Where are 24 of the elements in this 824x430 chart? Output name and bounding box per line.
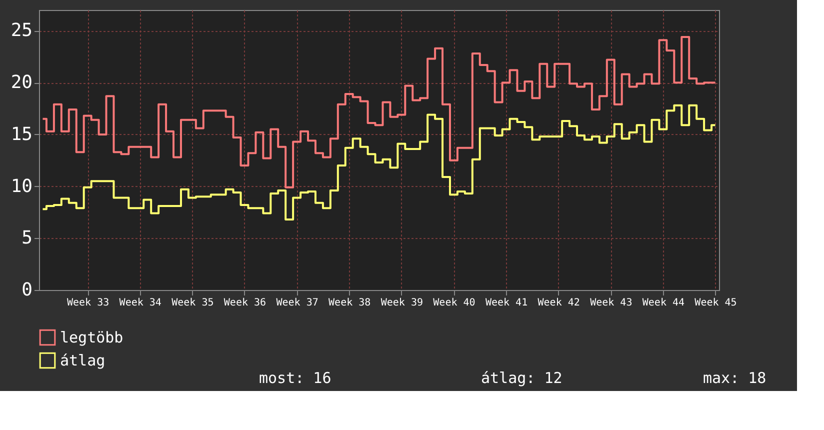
x-tick-label: Week 36 [224, 298, 266, 308]
y-tick-label: 20 [10, 72, 32, 94]
x-tick-label: Week 35 [172, 298, 214, 308]
y-tick-label: 5 [22, 228, 32, 249]
x-tick-label: Week 43 [590, 298, 632, 308]
x-tick-label: Week 40 [433, 298, 476, 308]
x-tick-label: Week 38 [328, 298, 371, 308]
y-tick-label: 25 [10, 20, 32, 42]
x-tick-label: Week 37 [276, 298, 318, 308]
x-tick-label: Week 33 [66, 298, 110, 308]
legend-label: átlag [60, 352, 106, 370]
text: max: 18 [703, 369, 766, 387]
x-tick-label: Week 45 [694, 298, 737, 308]
y-tick-label: 10 [10, 176, 32, 197]
text: most: 16 [259, 369, 332, 387]
y-tick-label: 0 [22, 280, 32, 300]
x-tick-label: Week 42 [538, 298, 580, 308]
x-tick-label: Week 44 [642, 298, 685, 308]
legend-label: legtöbb [60, 328, 124, 346]
x-tick-label: Week 41 [485, 298, 528, 308]
text: átlag: 12 [481, 369, 562, 387]
y-tick-label: 15 [10, 124, 32, 145]
x-tick-label: Week 34 [119, 298, 162, 308]
x-tick-label: Week 39 [380, 298, 423, 308]
